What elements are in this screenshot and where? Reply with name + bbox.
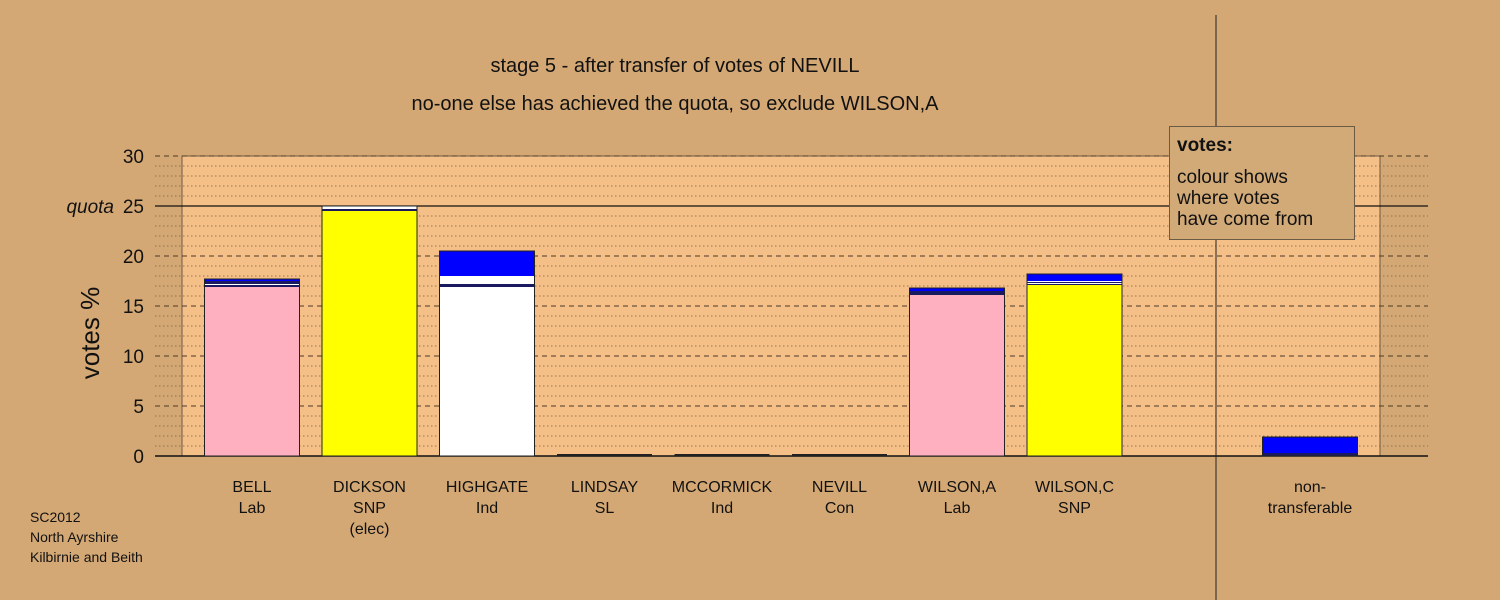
footer-line: North Ayrshire: [30, 529, 119, 545]
bar-segment: [1027, 274, 1122, 281]
bar-wilson,a: [909, 287, 1005, 457]
bar-segment: [1027, 282, 1122, 283]
bar-outline: [1262, 436, 1358, 457]
chart-title: stage 5 - after transfer of votes of NEV…: [490, 55, 859, 77]
bar-outline: [321, 205, 418, 457]
candidate-label: WILSON,A: [918, 479, 997, 496]
bar-segment: [1027, 281, 1122, 282]
legend-line: colour shows: [1177, 167, 1288, 188]
y-axis-label: votes %: [75, 287, 105, 380]
legend-line: have come from: [1177, 209, 1314, 230]
bar-outline: [204, 278, 300, 457]
bars-group: [204, 205, 1358, 457]
bar-segment: [204, 279, 300, 281]
footer-line: Kilbirnie and Beith: [30, 549, 143, 565]
bar-segment: [204, 285, 300, 287]
bar-segment: [204, 284, 300, 285]
bar-segment: [1027, 284, 1122, 285]
bar-segment: [439, 276, 535, 284]
candidate-labels: BELL Lab DICKSON SNP (elec) HIGHGATE Ind LINDSA…: [232, 479, 1352, 538]
non-transferable-label: transferable: [1268, 500, 1353, 517]
candidate-label: SNP: [1058, 500, 1091, 517]
candidate-label: Ind: [711, 500, 733, 517]
bar-segment: [439, 287, 535, 456]
candidate-label: (elec): [349, 521, 389, 538]
bar-segment: [204, 281, 300, 284]
bar-segment: [909, 291, 1005, 295]
y-tick-label: 5: [133, 397, 144, 418]
bar-bell: [204, 278, 300, 457]
bar-non-transferable: [1262, 436, 1358, 457]
legend-line: where votes: [1177, 188, 1280, 209]
bar-segment: [1027, 283, 1122, 284]
candidate-label: BELL: [232, 479, 271, 496]
bar-outline: [909, 287, 1005, 457]
non-transferable-label: non-: [1294, 479, 1326, 496]
y-tick-label: 15: [123, 297, 144, 318]
candidate-label: Con: [825, 500, 854, 517]
footer-line: SC2012: [30, 509, 81, 525]
y-tick-label: 0: [133, 447, 144, 468]
candidate-label: HIGHGATE: [446, 479, 528, 496]
bar-segment: [322, 211, 417, 456]
bar-segment: [1262, 437, 1358, 453]
candidate-label: Lab: [944, 500, 971, 517]
bar-segment: [909, 288, 1005, 291]
y-tick-label: 30: [123, 147, 144, 168]
quota-label: quota: [66, 197, 114, 218]
y-tick-label: 10: [123, 347, 144, 368]
bar-segment: [439, 284, 535, 287]
bar-outline: [439, 250, 535, 457]
bar-segment: [322, 209, 417, 211]
bar-outline: [1026, 273, 1123, 457]
bar-segment: [322, 206, 417, 209]
candidate-label: SL: [595, 500, 615, 517]
legend-box: votes: colour shows where votes have com…: [1169, 126, 1355, 240]
bar-dickson: [321, 205, 418, 457]
candidate-label: SNP: [353, 500, 386, 517]
bar-segment: [204, 287, 300, 456]
bar-segment: [439, 251, 535, 276]
bar-segment: [1027, 285, 1122, 456]
bar-wilson,c: [1026, 273, 1123, 457]
candidate-label: LINDSAY: [571, 479, 639, 496]
candidate-label: Lab: [239, 500, 266, 517]
chart-subtitle: no-one else has achieved the quota, so e…: [412, 93, 940, 115]
y-tick-label: 25: [123, 197, 144, 218]
bar-segment: [1262, 453, 1358, 456]
candidate-label: DICKSON: [333, 479, 406, 496]
candidate-label: WILSON,C: [1035, 479, 1114, 496]
footer-info: SC2012 North Ayrshire Kilbirnie and Beit…: [30, 509, 143, 565]
y-axis: 0 5 10 15 20 25 30 quota: [66, 147, 144, 468]
bar-highgate: [439, 250, 535, 457]
candidate-label: NEVILL: [812, 479, 867, 496]
y-tick-label: 20: [123, 247, 144, 268]
candidate-label: MCCORMICK: [672, 479, 773, 496]
bar-segment: [909, 295, 1005, 456]
candidate-label: Ind: [476, 500, 498, 517]
legend-title: votes:: [1177, 135, 1233, 156]
